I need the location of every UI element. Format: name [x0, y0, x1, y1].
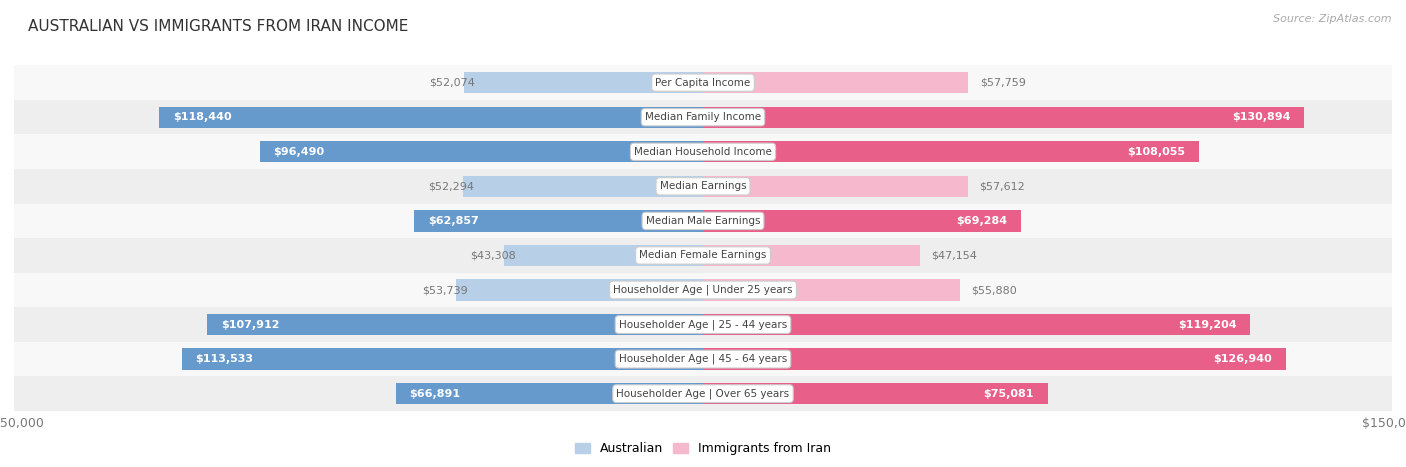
Bar: [703, 141, 1199, 163]
Bar: [260, 141, 703, 163]
Text: $119,204: $119,204: [1178, 319, 1237, 330]
Text: $52,074: $52,074: [429, 78, 475, 88]
Bar: [703, 279, 960, 301]
Bar: [207, 314, 703, 335]
Text: $113,533: $113,533: [195, 354, 253, 364]
Text: Householder Age | 45 - 64 years: Householder Age | 45 - 64 years: [619, 354, 787, 364]
Legend: Australian, Immigrants from Iran: Australian, Immigrants from Iran: [569, 437, 837, 460]
Text: Median Male Earnings: Median Male Earnings: [645, 216, 761, 226]
Text: Median Family Income: Median Family Income: [645, 112, 761, 122]
Bar: [14, 204, 1392, 238]
Bar: [14, 100, 1392, 134]
Bar: [14, 134, 1392, 169]
Text: Householder Age | Under 25 years: Householder Age | Under 25 years: [613, 285, 793, 295]
Text: $57,759: $57,759: [980, 78, 1025, 88]
Text: $66,891: $66,891: [409, 389, 461, 399]
Text: $47,154: $47,154: [931, 250, 977, 261]
Text: $52,294: $52,294: [429, 181, 474, 191]
Bar: [463, 176, 703, 197]
Bar: [703, 314, 1250, 335]
Text: Median Household Income: Median Household Income: [634, 147, 772, 157]
Bar: [464, 72, 703, 93]
Text: Per Capita Income: Per Capita Income: [655, 78, 751, 88]
Bar: [181, 348, 703, 370]
Bar: [14, 307, 1392, 342]
Bar: [415, 210, 703, 232]
Bar: [703, 383, 1047, 404]
Text: $126,940: $126,940: [1213, 354, 1272, 364]
Bar: [703, 348, 1286, 370]
Bar: [456, 279, 703, 301]
Text: Median Earnings: Median Earnings: [659, 181, 747, 191]
Text: $75,081: $75,081: [984, 389, 1033, 399]
Text: Householder Age | Over 65 years: Householder Age | Over 65 years: [616, 389, 790, 399]
Text: $53,739: $53,739: [422, 285, 468, 295]
Text: Source: ZipAtlas.com: Source: ZipAtlas.com: [1274, 14, 1392, 24]
Text: $107,912: $107,912: [221, 319, 280, 330]
Bar: [14, 342, 1392, 376]
Text: $55,880: $55,880: [972, 285, 1017, 295]
Bar: [703, 210, 1021, 232]
Text: $96,490: $96,490: [274, 147, 325, 157]
Text: $69,284: $69,284: [956, 216, 1008, 226]
Text: $130,894: $130,894: [1232, 112, 1291, 122]
Bar: [395, 383, 703, 404]
Bar: [14, 273, 1392, 307]
Text: $62,857: $62,857: [427, 216, 479, 226]
Bar: [14, 238, 1392, 273]
Text: Householder Age | 25 - 44 years: Householder Age | 25 - 44 years: [619, 319, 787, 330]
Bar: [14, 169, 1392, 204]
Bar: [703, 176, 967, 197]
Text: AUSTRALIAN VS IMMIGRANTS FROM IRAN INCOME: AUSTRALIAN VS IMMIGRANTS FROM IRAN INCOM…: [28, 19, 409, 34]
Bar: [505, 245, 703, 266]
Text: $43,308: $43,308: [470, 250, 516, 261]
Text: Median Female Earnings: Median Female Earnings: [640, 250, 766, 261]
Bar: [14, 65, 1392, 100]
Text: $57,612: $57,612: [979, 181, 1025, 191]
Text: $108,055: $108,055: [1128, 147, 1185, 157]
Bar: [703, 245, 920, 266]
Bar: [159, 106, 703, 128]
Bar: [703, 106, 1305, 128]
Bar: [14, 376, 1392, 411]
Bar: [703, 72, 969, 93]
Text: $118,440: $118,440: [173, 112, 232, 122]
